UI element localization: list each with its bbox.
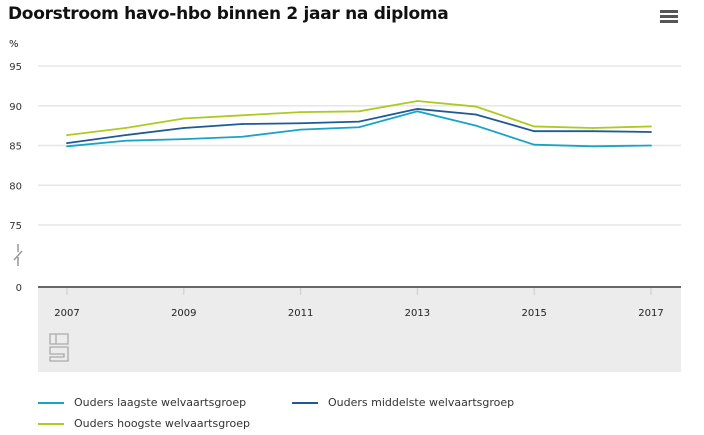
y-tick-label: 85 <box>9 142 22 153</box>
data-point <box>591 130 594 133</box>
data-point <box>241 123 244 125</box>
x-tick-label: 2017 <box>638 308 663 319</box>
data-point <box>358 120 360 123</box>
data-point <box>241 135 244 138</box>
y-tick-label: 75 <box>9 221 22 232</box>
data-point <box>416 110 419 113</box>
data-point <box>358 126 360 129</box>
y-tick-label: 95 <box>9 62 22 73</box>
y-tick-label: 0 <box>16 283 22 294</box>
data-point <box>533 125 536 128</box>
legend-item-middelste[interactable]: Ouders middelste welvaartsgroep <box>292 396 514 409</box>
data-point <box>650 144 652 147</box>
series-line-0 <box>66 110 652 148</box>
data-point <box>182 138 185 141</box>
x-tick-label: 2011 <box>288 308 313 319</box>
data-point <box>591 145 594 148</box>
legend-swatch <box>38 422 64 425</box>
data-point <box>66 142 68 145</box>
data-point <box>299 122 302 125</box>
data-point <box>416 100 419 102</box>
x-axis-band <box>38 287 681 372</box>
hamburger-menu-icon[interactable] <box>660 10 678 24</box>
data-point <box>416 108 419 110</box>
x-tick-label: 2015 <box>521 308 546 319</box>
data-point <box>182 127 185 129</box>
data-point <box>474 124 477 127</box>
legend-swatch <box>38 401 64 404</box>
data-point <box>591 127 594 129</box>
data-point <box>124 127 127 129</box>
legend-label: Ouders middelste welvaartsgroep <box>328 396 515 409</box>
data-point <box>650 131 652 133</box>
data-point <box>650 125 652 128</box>
legend-item-laagste[interactable]: Ouders laagste welvaartsgroep <box>38 396 246 409</box>
y-axis-unit: % <box>9 39 19 50</box>
cbs-logo-icon <box>49 333 69 362</box>
x-tick-label: 2013 <box>405 308 430 319</box>
data-point <box>299 128 302 131</box>
legend-label: Ouders laagste welvaartsgroep <box>74 396 247 409</box>
x-tick-label: 2009 <box>171 308 196 319</box>
data-point <box>533 130 536 133</box>
data-point <box>474 105 477 108</box>
data-point <box>182 117 185 120</box>
y-tick-label: 90 <box>9 102 22 113</box>
legend-item-hoogste[interactable]: Ouders hoogste welvaartsgroep <box>38 417 250 430</box>
data-point <box>474 113 477 116</box>
data-point <box>299 111 302 114</box>
data-point <box>241 114 244 117</box>
data-point <box>124 134 127 137</box>
series-line-1 <box>66 108 652 145</box>
data-point <box>66 145 68 148</box>
chart-title: Doorstroom havo-hbo binnen 2 jaar na dip… <box>8 4 449 24</box>
data-point <box>533 143 536 146</box>
axis-break-icon <box>13 244 23 266</box>
data-point <box>358 110 360 113</box>
x-tick-label: 2007 <box>54 308 79 319</box>
legend-label: Ouders hoogste welvaartsgroep <box>74 417 250 430</box>
data-point <box>124 139 127 142</box>
legend-swatch <box>292 401 318 404</box>
y-tick-label: 80 <box>9 181 22 192</box>
data-point <box>66 134 68 137</box>
